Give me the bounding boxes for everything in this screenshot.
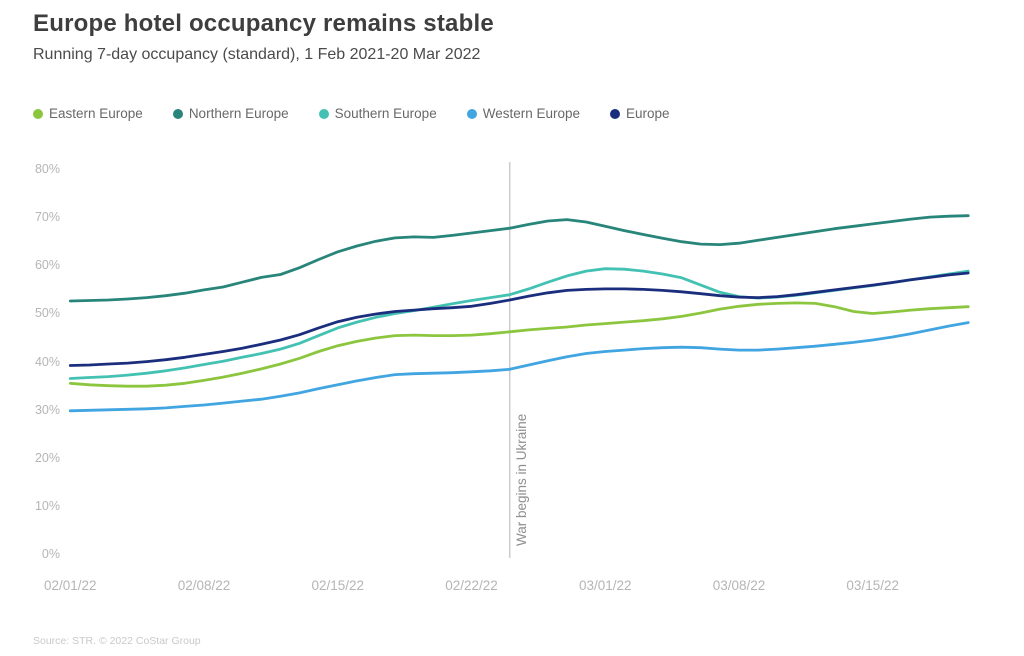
y-tick-label: 30% <box>34 402 60 417</box>
series-line-eastern-europe <box>68 301 970 388</box>
legend-label: Eastern Europe <box>49 106 143 121</box>
legend-label: Southern Europe <box>334 106 437 121</box>
y-tick-label: 70% <box>34 210 60 225</box>
series-line-northern-europe <box>68 214 970 303</box>
source-attribution: Source: STR. © 2022 CoStar Group <box>33 635 201 647</box>
x-tick-label: 02/22/22 <box>445 578 498 593</box>
war-annotation-label: War begins in Ukraine <box>514 413 529 546</box>
legend-dot-icon <box>172 108 183 119</box>
legend-label: Europe <box>626 106 670 121</box>
legend-item-southern-europe: Southern Europe <box>318 106 437 121</box>
legend-dot-icon <box>610 108 621 119</box>
chart-subtitle: Running 7-day occupancy (standard), 1 Fe… <box>33 46 481 63</box>
y-tick-label: 50% <box>34 306 60 321</box>
legend-dot-icon <box>466 108 477 119</box>
x-tick-label: 02/01/22 <box>44 578 97 593</box>
x-tick-label: 03/01/22 <box>578 578 632 593</box>
chart-title: Europe hotel occupancy remains stable <box>33 10 494 37</box>
legend-item-eastern-europe: Eastern Europe <box>33 106 143 121</box>
x-tick-label: 02/08/22 <box>177 578 231 593</box>
series-line-southern-europe <box>68 267 970 380</box>
y-tick-label: 80% <box>34 161 60 176</box>
legend-label: Northern Europe <box>188 106 289 121</box>
y-tick-label: 20% <box>34 450 60 465</box>
y-tick-label: 10% <box>34 499 60 514</box>
legend-item-europe: Europe <box>610 106 670 121</box>
x-tick-label: 02/15/22 <box>311 578 365 593</box>
legend-dot-icon <box>33 108 43 119</box>
x-tick-label: 03/08/22 <box>712 578 766 593</box>
legend-item-northern-europe: Northern Europe <box>172 106 289 121</box>
x-tick-label: 03/15/22 <box>846 578 899 593</box>
y-tick-label: 0% <box>41 547 60 562</box>
legend-label: Western Europe <box>482 106 581 121</box>
series-line-western-europe <box>68 321 970 413</box>
legend-item-western-europe: Western Europe <box>466 106 581 121</box>
y-tick-label: 60% <box>34 258 60 273</box>
series-line-europe <box>68 271 970 367</box>
y-tick-label: 40% <box>34 354 60 369</box>
legend-dot-icon <box>318 108 329 119</box>
legend: Eastern Europe Northern Europe Southern Eu… <box>33 106 670 121</box>
